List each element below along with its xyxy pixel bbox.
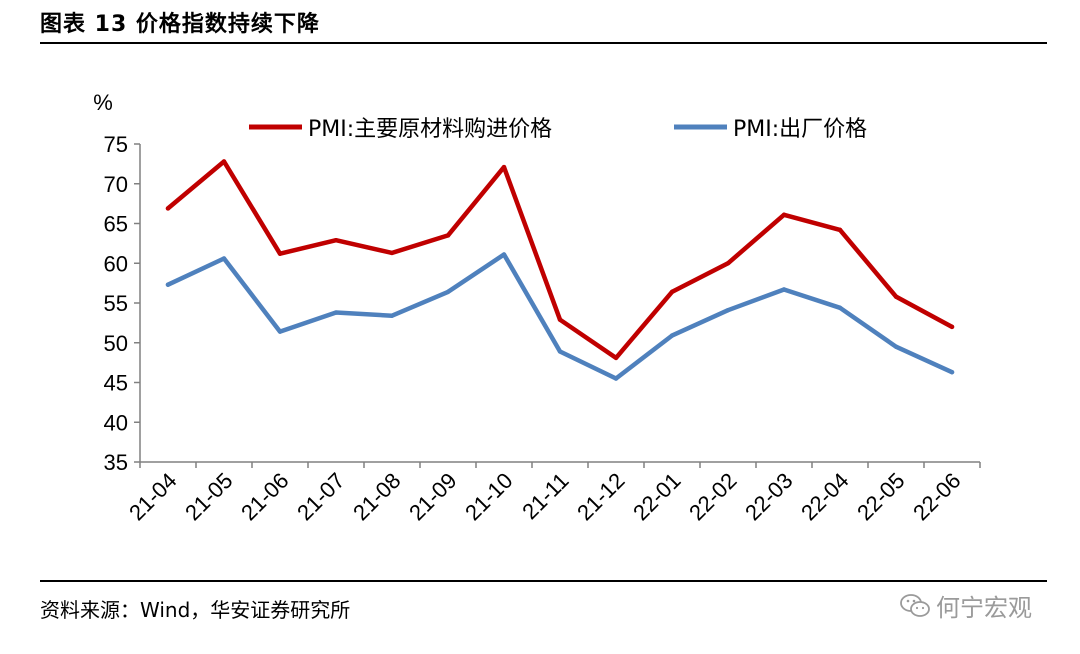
- x-tick-label: 21-04: [124, 468, 181, 525]
- series-1-point: [333, 237, 339, 243]
- source-note: 资料来源：Wind，华安证券研究所: [40, 598, 351, 622]
- y-tick-label: 35: [104, 450, 128, 475]
- series-2-point: [277, 329, 283, 334]
- x-tick-label: 22-03: [740, 468, 797, 525]
- y-tick-label: 65: [104, 212, 128, 237]
- y-tick-label: 55: [104, 291, 128, 316]
- bottom-rule: [40, 580, 1047, 582]
- series-1-point: [277, 251, 283, 256]
- x-tick-label: 22-04: [796, 468, 853, 525]
- series-2-point: [165, 282, 171, 287]
- watermark-text: 何宁宏观: [936, 594, 1032, 622]
- series-2-point: [445, 289, 451, 295]
- series-2-point: [221, 256, 227, 261]
- series-1-point: [165, 206, 171, 211]
- series-2-point: [837, 305, 843, 310]
- y-tick-label: 60: [104, 251, 128, 276]
- legend: PMI:主要原材料购进价格 PMI:出厂价格: [249, 117, 867, 142]
- series-2-point: [949, 369, 955, 375]
- series-1-point: [669, 289, 675, 295]
- series-2-point: [725, 307, 731, 313]
- series-1-point: [781, 212, 787, 217]
- x-tick-label: 21-10: [460, 468, 517, 525]
- y-tick-label: 70: [104, 172, 128, 197]
- series-1-point: [725, 261, 731, 266]
- x-tick-label: 22-01: [628, 468, 685, 525]
- x-tick-label: 22-06: [908, 468, 965, 525]
- legend-label-series-2: PMI:出厂价格: [733, 117, 867, 142]
- x-tick-label: 21-05: [180, 468, 237, 525]
- series-2-point: [613, 376, 619, 381]
- x-tick-label: 22-02: [684, 468, 741, 525]
- series-1-point: [389, 250, 395, 256]
- y-tick-label: 50: [104, 331, 128, 356]
- y-axis-unit-label: %: [93, 90, 113, 115]
- series-2-point: [893, 344, 899, 349]
- series-1-point: [221, 159, 227, 164]
- series-1-point: [557, 317, 563, 322]
- series-2-point: [333, 310, 339, 315]
- watermark: 何宁宏观: [900, 588, 1032, 623]
- x-tick-label: 21-11: [517, 468, 573, 524]
- x-tick-label: 21-07: [292, 468, 349, 525]
- x-tick-label: 21-12: [572, 468, 629, 525]
- wechat-icon: [900, 593, 930, 617]
- x-tick-label: 21-09: [404, 468, 461, 525]
- figure-title: 图表 13 价格指数持续下降: [40, 12, 320, 37]
- x-tick-label: 21-06: [236, 468, 293, 525]
- series-1-point: [613, 355, 619, 361]
- series-2-point: [781, 287, 787, 292]
- y-tick-label: 75: [104, 132, 128, 157]
- line-chart: %35404550556065707521-0421-0521-0621-072…: [93, 90, 981, 525]
- series-1-point: [501, 164, 507, 170]
- legend-label-series-1: PMI:主要原材料购进价格: [308, 117, 552, 142]
- x-tick-label: 22-05: [852, 468, 909, 525]
- series-2-point: [501, 252, 507, 257]
- series-1-point: [837, 227, 843, 233]
- series-2-point: [389, 313, 395, 318]
- series-1-point: [445, 233, 451, 238]
- x-tick-label: 21-08: [348, 468, 405, 525]
- series-1-point: [893, 294, 899, 299]
- series-2-point: [557, 349, 563, 354]
- series-2-point: [669, 333, 675, 338]
- series-layer: [165, 159, 955, 381]
- y-tick-label: 40: [104, 410, 128, 435]
- y-tick-label: 45: [104, 371, 128, 396]
- top-rule: [40, 42, 1047, 44]
- series-1-point: [949, 324, 955, 330]
